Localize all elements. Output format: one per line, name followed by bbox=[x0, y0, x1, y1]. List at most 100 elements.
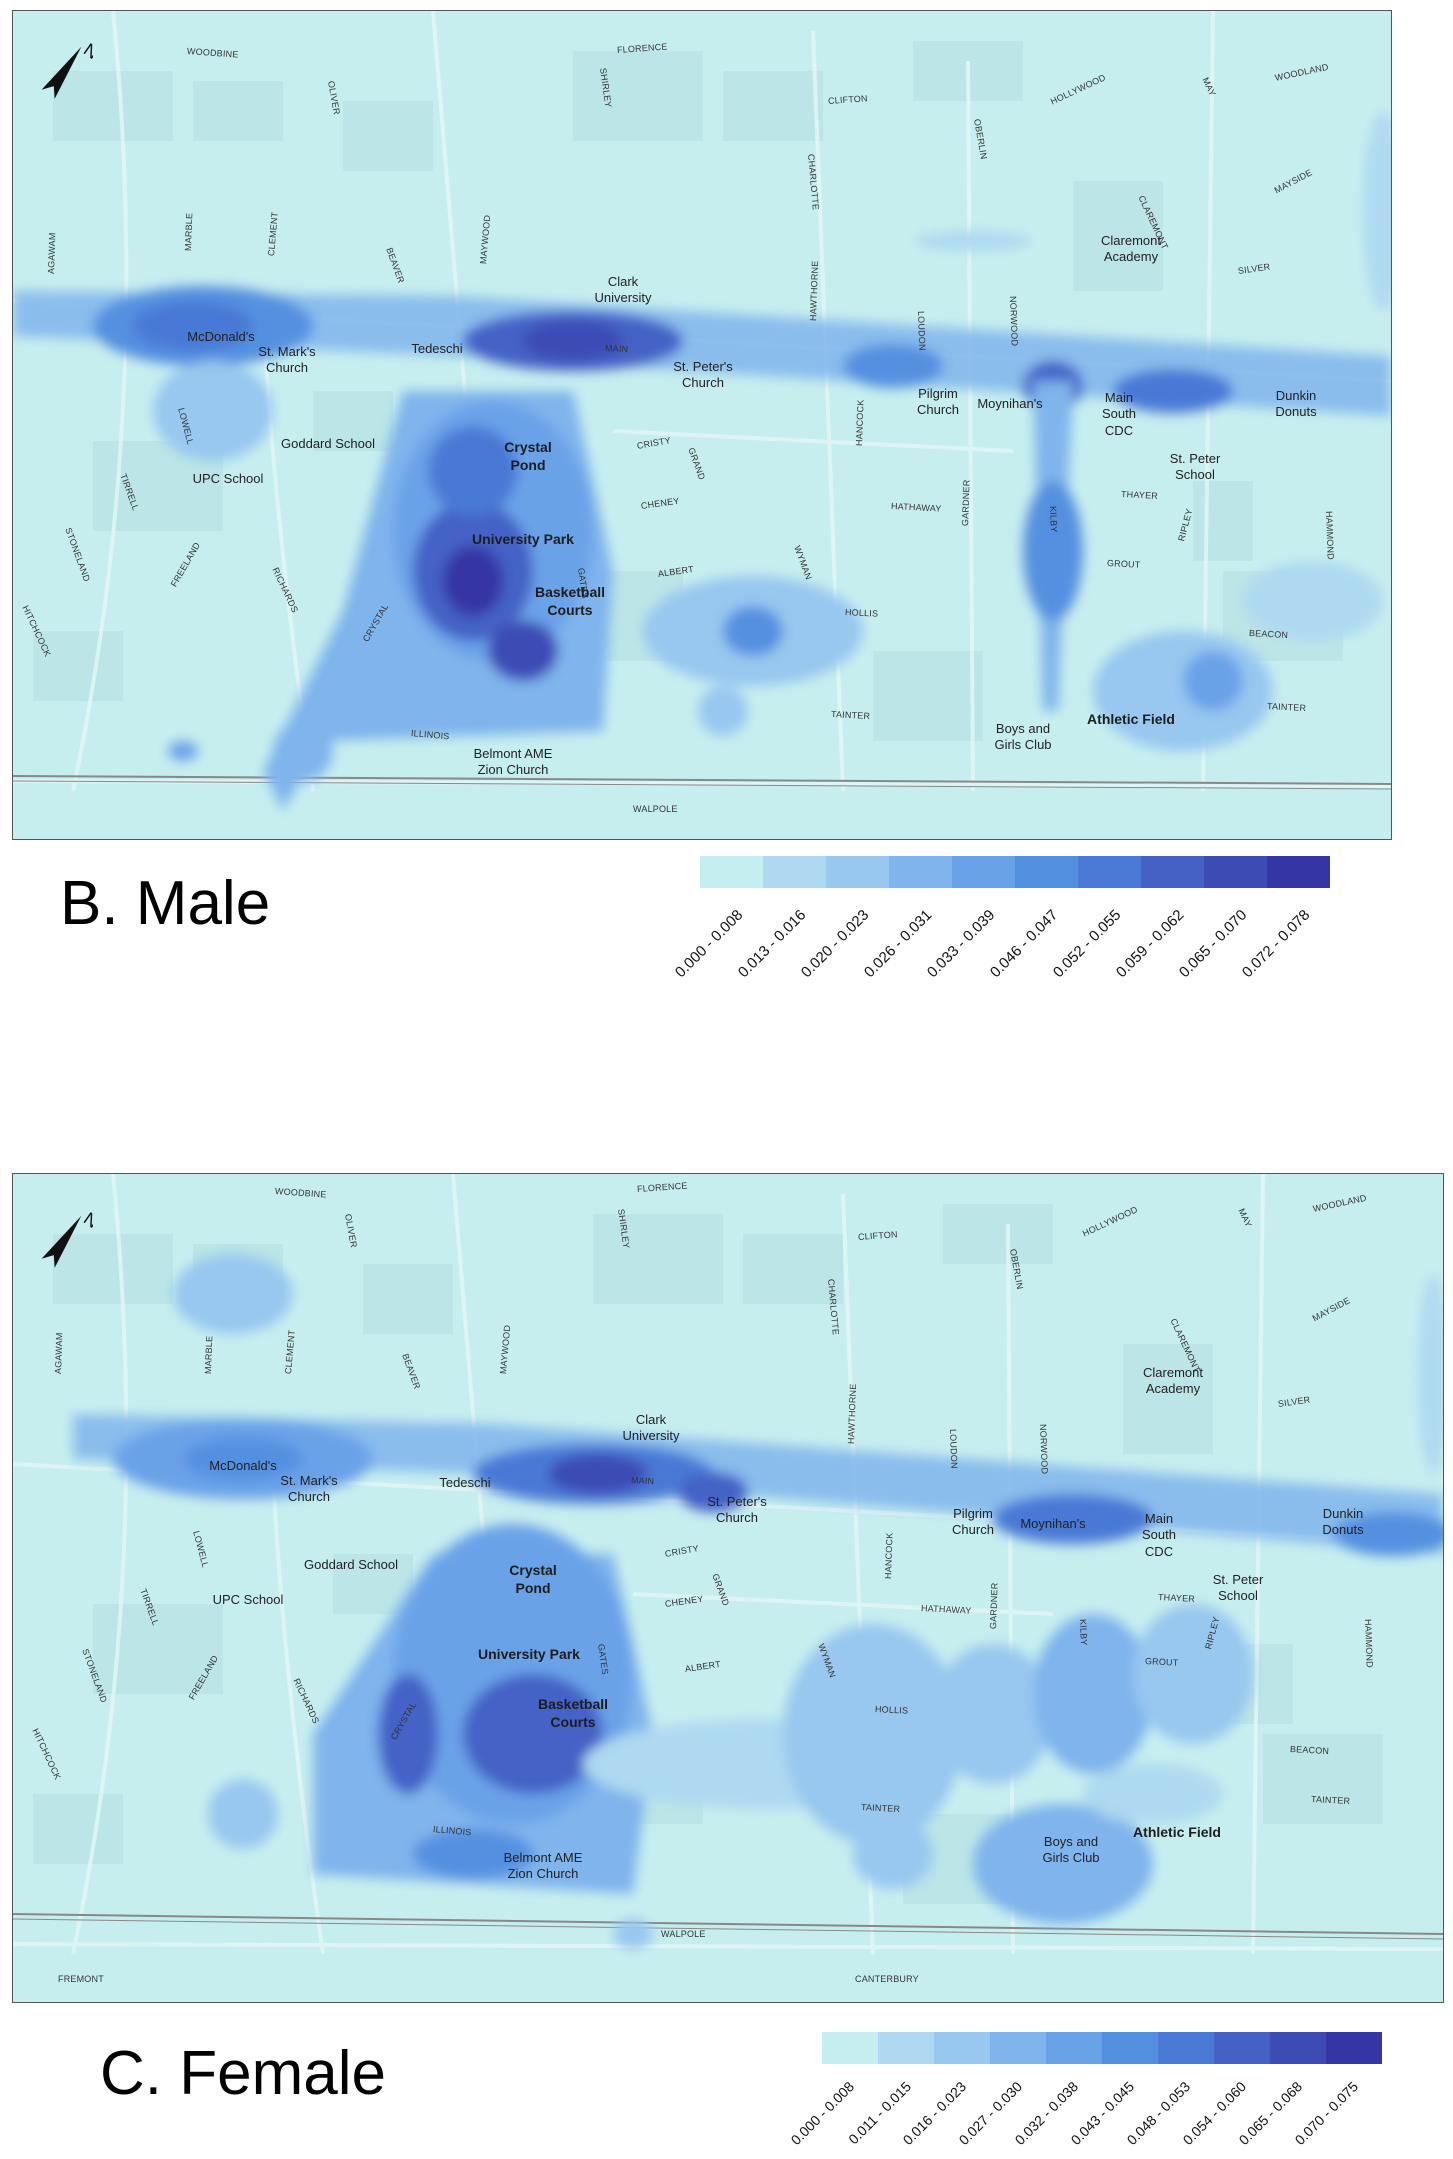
legend-female: 0.000 - 0.008 0.011 - 0.015 0.016 - 0.02… bbox=[788, 2032, 1392, 2159]
street-label: HAMMOND bbox=[1324, 510, 1336, 561]
street-label: BEACON bbox=[1248, 628, 1289, 641]
place-label: Moynihan's bbox=[977, 396, 1043, 411]
panel-male: N WOODBINE OLIVER SHIRLEY FLORENCE CLIFT… bbox=[0, 0, 1453, 1060]
place-label: Clark University bbox=[622, 1412, 680, 1444]
street-label: HAWTHORNE bbox=[808, 260, 821, 322]
street-label: HAWTHORNE bbox=[846, 1383, 859, 1445]
legend-swatch bbox=[990, 2032, 1046, 2064]
street-label: NORWOOD bbox=[1008, 295, 1020, 347]
place-label: Goddard School bbox=[281, 436, 375, 451]
legend-swatch bbox=[889, 856, 952, 888]
street-label: CANTERBURY bbox=[855, 1974, 919, 1984]
place-label: UPC School bbox=[212, 1592, 284, 1607]
panel-title: C. Female bbox=[100, 2039, 386, 2108]
street-label: THAYER bbox=[1157, 1592, 1196, 1604]
street-label: WALPOLE bbox=[661, 1929, 706, 1939]
place-label: Tedeschi bbox=[439, 1475, 491, 1490]
place-label: Basketball Courts bbox=[537, 1696, 609, 1730]
legend-swatch bbox=[1270, 2032, 1326, 2064]
street-label: HANCOCK bbox=[883, 1532, 895, 1580]
street-label: LOUDON bbox=[948, 1428, 960, 1469]
street-label: HOLLIS bbox=[844, 607, 879, 619]
place-label: Main South CDC bbox=[1142, 1511, 1176, 1559]
street-label: TAINTER bbox=[830, 709, 871, 722]
street-label: MARBLE bbox=[203, 1335, 215, 1375]
place-label: Moynihan's bbox=[1020, 1516, 1086, 1531]
map-female: N WOODBINE OLIVER SHIRLEY FLORENCE CLIFT… bbox=[12, 1173, 1444, 2003]
place-label: Crystal Pond bbox=[504, 439, 552, 473]
street-label: THAYER bbox=[1120, 489, 1159, 501]
legend-swatch bbox=[700, 856, 763, 888]
street-label: TAINTER bbox=[1266, 701, 1307, 714]
legend-swatch bbox=[878, 2032, 934, 2064]
place-label: Clark University bbox=[594, 274, 652, 306]
legend-swatch bbox=[952, 856, 1015, 888]
street-label: GARDNER bbox=[988, 1582, 1000, 1630]
place-label: St. Mark's Church bbox=[280, 1473, 338, 1505]
street-label: AGAWAM bbox=[53, 1332, 65, 1375]
north-arrow-icon: N bbox=[41, 1208, 93, 1268]
place-label: Dunkin Donuts bbox=[1275, 388, 1317, 420]
legend-swatch bbox=[1141, 856, 1204, 888]
street-label: AGAWAM bbox=[46, 232, 58, 275]
legend-color-bar bbox=[700, 856, 1330, 888]
place-label: University Park bbox=[478, 1646, 580, 1662]
legend-swatch bbox=[934, 2032, 990, 2064]
place-label: St. Peter School bbox=[1212, 1572, 1264, 1604]
street-label: TAINTER bbox=[860, 1802, 901, 1815]
street-label: WALPOLE bbox=[633, 804, 678, 814]
place-label: Athletic Field bbox=[1087, 711, 1175, 727]
legend-swatch bbox=[1078, 856, 1141, 888]
place-label: Tedeschi bbox=[411, 341, 463, 356]
north-arrow-icon: N bbox=[41, 39, 93, 99]
street-label: LOUDON bbox=[916, 310, 928, 351]
place-label: Pilgrim Church bbox=[952, 1506, 994, 1538]
place-label: Dunkin Donuts bbox=[1322, 1506, 1364, 1538]
legend-swatch bbox=[763, 856, 826, 888]
street-label: GROUT bbox=[1144, 1656, 1179, 1668]
street-label: KILBY bbox=[1048, 505, 1059, 533]
place-label: Crystal Pond bbox=[509, 1562, 557, 1596]
place-label: Belmont AME Zion Church bbox=[473, 746, 553, 778]
street-label: KILBY bbox=[1078, 1618, 1089, 1646]
legend-swatch bbox=[1046, 2032, 1102, 2064]
place-label: Basketball Courts bbox=[534, 584, 606, 618]
place-label: St. Mark's Church bbox=[258, 344, 316, 376]
place-label: Claremont Academy bbox=[1101, 233, 1161, 265]
legend-swatch bbox=[1214, 2032, 1270, 2064]
place-label: Belmont AME Zion Church bbox=[503, 1850, 583, 1882]
place-label: Pilgrim Church bbox=[917, 386, 959, 418]
place-label: UPC School bbox=[192, 471, 264, 486]
legend-swatch bbox=[822, 2032, 878, 2064]
legend-swatch bbox=[1204, 856, 1267, 888]
street-label: HAMMOND bbox=[1363, 1618, 1375, 1669]
street-label: NORWOOD bbox=[1038, 1423, 1050, 1475]
place-label: Athletic Field bbox=[1133, 1824, 1221, 1840]
legend-swatch bbox=[1102, 2032, 1158, 2064]
legend-swatch bbox=[1326, 2032, 1382, 2064]
svg-text:N: N bbox=[80, 1208, 93, 1232]
place-label: Boys and Girls Club bbox=[994, 721, 1052, 753]
legend-swatch bbox=[826, 856, 889, 888]
map-male: N WOODBINE OLIVER SHIRLEY FLORENCE CLIFT… bbox=[12, 10, 1392, 840]
street-label: MAIN bbox=[630, 1475, 655, 1487]
street-label: GROUT bbox=[1106, 558, 1141, 570]
street-label: MAIN bbox=[604, 343, 629, 355]
panel-title: B. Male bbox=[60, 869, 271, 938]
street-label: HOLLIS bbox=[874, 1704, 909, 1716]
legend-swatch bbox=[1158, 2032, 1214, 2064]
street-label: GARDNER bbox=[960, 479, 972, 527]
place-label: Claremont Academy bbox=[1143, 1365, 1203, 1397]
base-map-blocks bbox=[33, 41, 1343, 741]
panel-female: N WOODBINE OLIVER SHIRLEY FLORENCE CLIFT… bbox=[0, 1160, 1453, 2159]
place-label: McDonald's bbox=[187, 329, 255, 344]
density-heat-male bbox=[13, 111, 1391, 811]
street-label: TAINTER bbox=[1310, 1794, 1351, 1807]
place-label: University Park bbox=[472, 531, 574, 547]
street-label: HANCOCK bbox=[854, 399, 866, 447]
place-label: St. Peter's Church bbox=[707, 1494, 767, 1526]
legend-color-bar bbox=[822, 2032, 1382, 2064]
legend-male: 0.000 - 0.008 0.013 - 0.016 0.020 - 0.02… bbox=[671, 856, 1340, 1056]
place-label: Main South CDC bbox=[1102, 390, 1136, 438]
place-label: McDonald's bbox=[209, 1458, 277, 1473]
